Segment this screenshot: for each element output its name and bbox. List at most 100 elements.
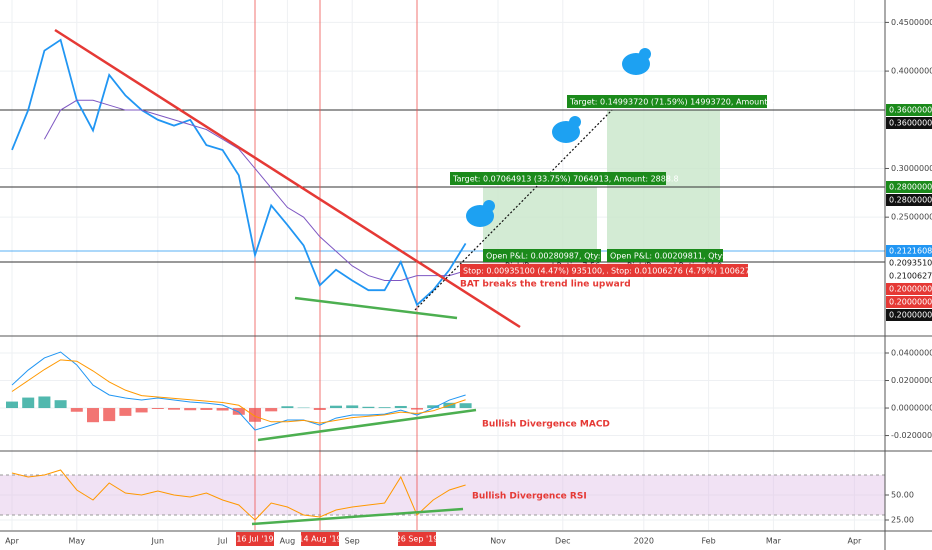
pnl-label: Open P&L: 0.00280987, Qty: 26735 <box>486 252 628 261</box>
y-tick-label: 50.00 <box>891 491 914 500</box>
histogram-bar <box>103 408 116 422</box>
stop-box <box>608 264 748 277</box>
x-tick-label: Nov <box>490 537 506 546</box>
price-box <box>886 245 932 257</box>
annotation: Bullish Divergence MACD <box>482 420 610 430</box>
y-tick-label: 0.04000000 <box>891 348 932 357</box>
date-box <box>236 532 274 546</box>
stop-label: Stop: 0.00935100 (4.47%) 935100, Amount:… <box>463 267 659 276</box>
stop-label: Stop: 0.01006276 (4.79%) 1006276, Amount… <box>611 267 812 276</box>
layer <box>6 38 472 521</box>
y-tick-label: 0.45000000 <box>891 18 932 27</box>
date-box <box>301 532 339 546</box>
price-box <box>886 117 932 129</box>
date-label: 14 Aug '19 <box>298 535 341 544</box>
series-line <box>11 469 466 521</box>
x-tick-label: Jul <box>217 537 228 546</box>
target-label: Target: 0.14993720 (71.59%) 14993720, Am… <box>569 98 806 107</box>
histogram-bar <box>70 408 83 412</box>
stop-box <box>460 264 608 277</box>
histogram-bar <box>265 408 278 412</box>
histogram-bar <box>232 408 245 415</box>
date-box <box>398 532 436 546</box>
histogram-bar <box>38 396 51 409</box>
divergence-line <box>251 507 464 526</box>
x-tick-label: May <box>69 537 86 546</box>
price-box <box>886 257 932 269</box>
histogram-bar <box>151 408 164 409</box>
price-box <box>886 283 932 295</box>
pnl-label: Open P&L: 0.00209811, Qty: 24844 <box>610 252 752 261</box>
histogram-bar <box>330 405 342 409</box>
histogram-bar <box>249 408 261 422</box>
histogram-bar <box>22 397 35 409</box>
histogram-bar <box>394 405 407 409</box>
x-tick-label: Dec <box>555 537 570 546</box>
x-tick-label: 2020 <box>634 537 654 546</box>
histogram-bar <box>87 408 99 423</box>
histogram-bar <box>313 408 326 410</box>
histogram-bar <box>346 405 359 409</box>
histogram-bar <box>427 405 440 409</box>
target-label: Target: 0.07064913 (33.75%) 7064913, Amo… <box>452 175 679 184</box>
x-tick-label: Aug <box>280 537 296 546</box>
price-box <box>886 296 932 308</box>
target-box <box>567 95 767 108</box>
histogram-bar <box>54 400 67 409</box>
date-label: 16 Jul '19 <box>236 535 273 544</box>
target-box <box>450 172 666 185</box>
projection-line <box>414 109 613 311</box>
histogram-bar <box>362 406 375 409</box>
histogram-bar <box>459 403 472 409</box>
series-line <box>11 359 466 424</box>
divergence-line <box>294 296 458 320</box>
x-tick-label: Sep <box>345 537 360 546</box>
histogram-bar <box>184 408 197 411</box>
histogram-bar <box>6 401 18 409</box>
price-box <box>886 194 932 206</box>
histogram-bar <box>378 407 391 409</box>
histogram-bar <box>119 408 132 416</box>
x-tick-label: Feb <box>702 537 716 546</box>
histogram-bar <box>411 408 423 410</box>
histogram-bar <box>216 408 229 411</box>
x-tick-label: Apr <box>847 537 862 546</box>
x-tick-label: Jun <box>151 537 165 546</box>
divergence-line <box>257 408 477 442</box>
series-line <box>43 99 466 281</box>
pnl-box <box>607 249 723 262</box>
price-box <box>886 270 932 282</box>
x-tick-label: Mar <box>766 537 782 546</box>
trend-line <box>54 28 521 329</box>
x-tick-label: Apr <box>5 537 20 546</box>
rsi-band <box>0 475 885 515</box>
histogram-bar <box>281 406 294 409</box>
pnl-box <box>483 249 601 262</box>
annotation: Bullish Divergence RSI <box>472 492 587 502</box>
date-label: 26 Sep '19 <box>396 535 439 544</box>
series-line <box>11 351 466 431</box>
target-zone <box>607 110 720 262</box>
histogram-bar <box>168 408 180 410</box>
price-box <box>886 104 932 116</box>
price-label: 0.21006276 <box>889 272 932 281</box>
histogram-bar <box>135 408 148 413</box>
price-box <box>886 181 932 193</box>
bird-icon <box>466 48 651 227</box>
annotation: BAT breaks the trend line upward <box>460 280 631 290</box>
